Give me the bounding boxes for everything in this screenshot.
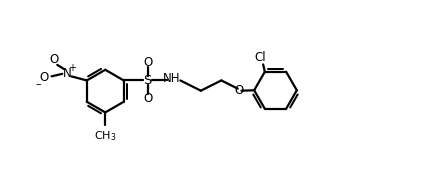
Text: O: O	[39, 71, 49, 84]
Text: CH$_3$: CH$_3$	[94, 130, 117, 143]
Text: Cl: Cl	[254, 51, 266, 64]
Text: O: O	[143, 56, 152, 69]
Text: N: N	[63, 67, 71, 80]
Text: +: +	[68, 63, 76, 73]
Text: O: O	[49, 53, 59, 66]
Text: NH: NH	[162, 72, 180, 85]
Text: O: O	[234, 84, 243, 97]
Text: O: O	[143, 92, 152, 105]
Text: S: S	[143, 74, 152, 87]
Text: –: –	[35, 80, 41, 90]
